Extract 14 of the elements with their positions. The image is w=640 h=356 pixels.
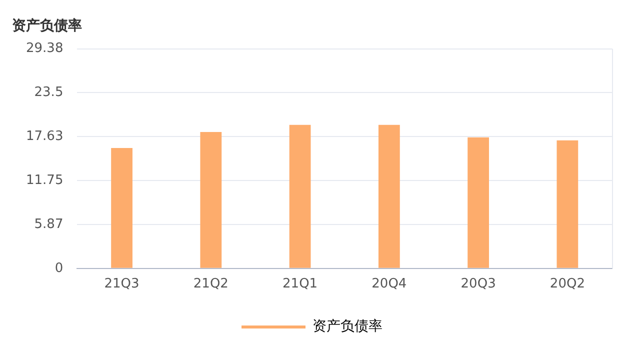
x-tick-label: 20Q4 <box>372 276 407 292</box>
x-tick-label: 20Q2 <box>550 276 585 292</box>
chart-title: 资产负债率 <box>12 17 82 34</box>
y-tick-label: 17.63 <box>26 129 64 144</box>
y-tick-label: 23.5 <box>34 85 64 100</box>
legend-label: 资产负债率 <box>312 318 382 335</box>
y-tick-label: 29.38 <box>26 41 64 56</box>
x-tick-label: 21Q2 <box>193 276 228 292</box>
y-tick-label: 0 <box>54 260 64 276</box>
y-tick-label: 11.75 <box>26 172 64 188</box>
x-tick-label: 21Q3 <box>104 276 140 292</box>
x-tick-label: 21Q1 <box>282 276 318 292</box>
x-tick-label: 20Q3 <box>460 276 496 292</box>
y-tick-label: 5.87 <box>34 216 64 232</box>
